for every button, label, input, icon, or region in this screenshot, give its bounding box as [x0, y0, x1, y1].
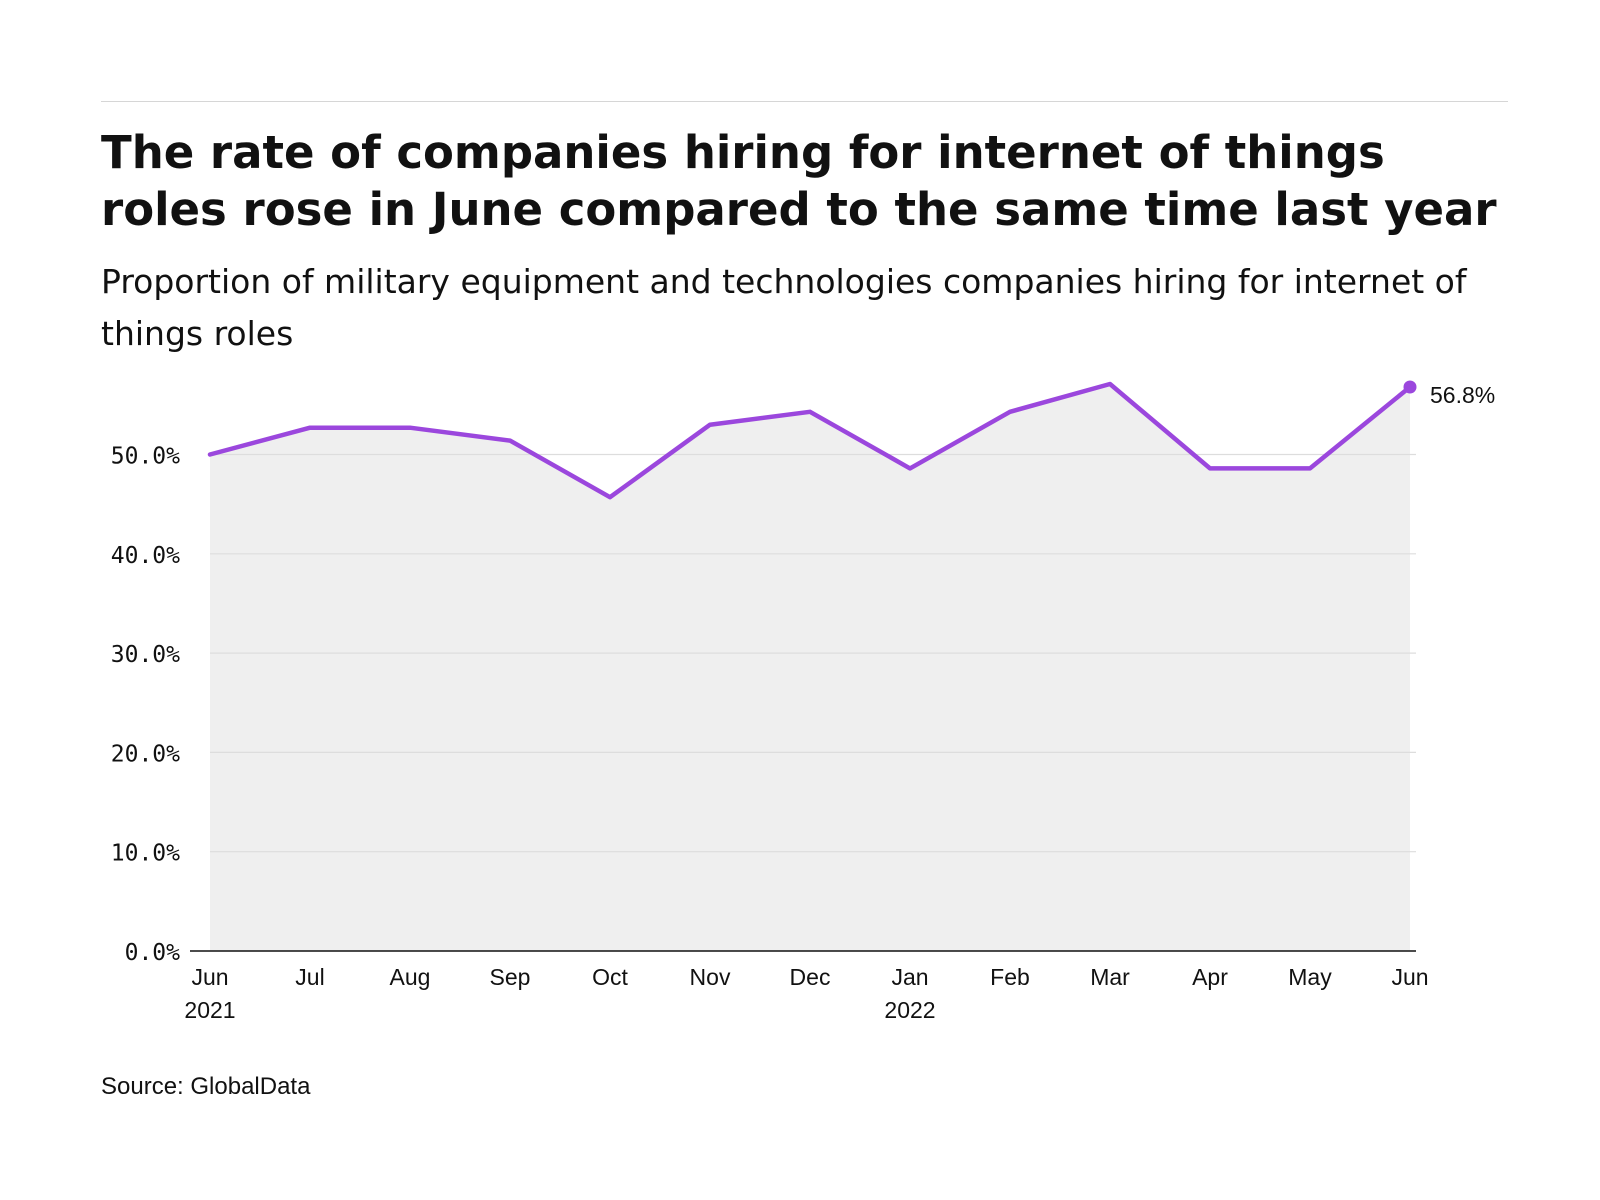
x-tick-label: Aug [390, 964, 431, 990]
x-tick-label: Feb [990, 964, 1030, 990]
x-tick-label: Sep [490, 964, 531, 990]
chart-title: The rate of companies hiring for interne… [101, 126, 1497, 236]
x-tick-label: Jul [295, 964, 324, 990]
chart-subtitle: Proportion of military equipment and tec… [101, 262, 1467, 353]
top-divider [101, 101, 1508, 102]
y-tick-label: 10.0% [111, 841, 180, 867]
x-tick-label: Dec [790, 964, 831, 990]
y-tick-label: 40.0% [111, 543, 180, 569]
series-line [207, 381, 1413, 500]
x-tick-label: Apr [1192, 964, 1228, 990]
x-year-label: 2021 [184, 997, 235, 1023]
source-note: Source: GlobalData [101, 1073, 311, 1100]
y-tick-label: 20.0% [111, 741, 180, 767]
data-point [1403, 380, 1417, 394]
y-tick-label: 0.0% [125, 940, 181, 966]
x-tick-label: Nov [690, 964, 731, 990]
x-tick-label: Jan [891, 964, 928, 990]
series-area [210, 384, 1410, 951]
x-year-label: 2022 [884, 997, 935, 1023]
y-tick-label: 50.0% [111, 444, 180, 470]
y-tick-label: 30.0% [111, 642, 180, 668]
x-tick-label: Oct [592, 964, 628, 990]
x-tick-label: Jun [1391, 964, 1428, 990]
x-tick-label: May [1288, 964, 1332, 990]
x-tick-label: Jun [191, 964, 228, 990]
x-tick-label: Mar [1090, 964, 1130, 990]
end-value-label: 56.8% [1430, 382, 1495, 408]
